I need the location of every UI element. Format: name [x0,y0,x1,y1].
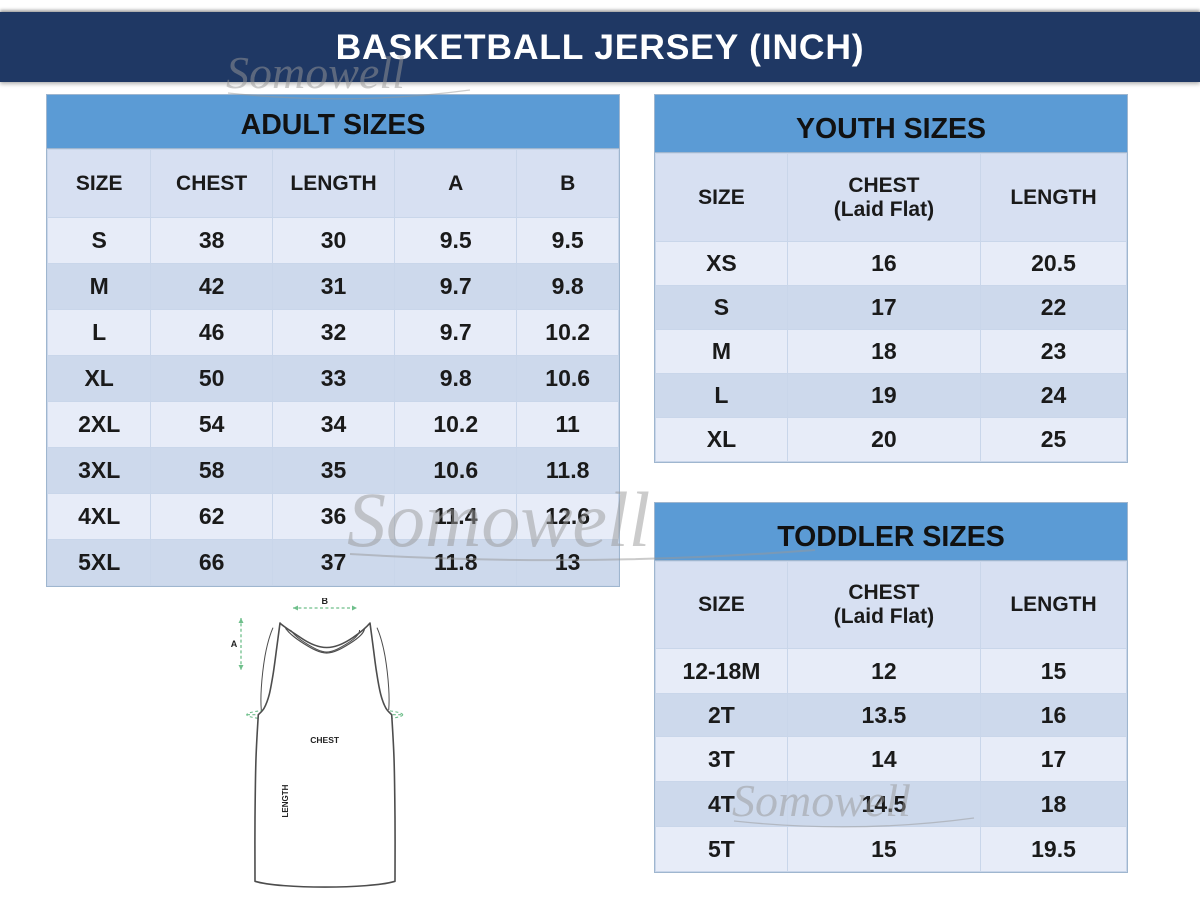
svg-text:LENGTH: LENGTH [281,784,290,817]
svg-text:B: B [321,598,328,606]
svg-text:CHEST: CHEST [310,735,340,745]
svg-text:A: A [231,639,238,649]
